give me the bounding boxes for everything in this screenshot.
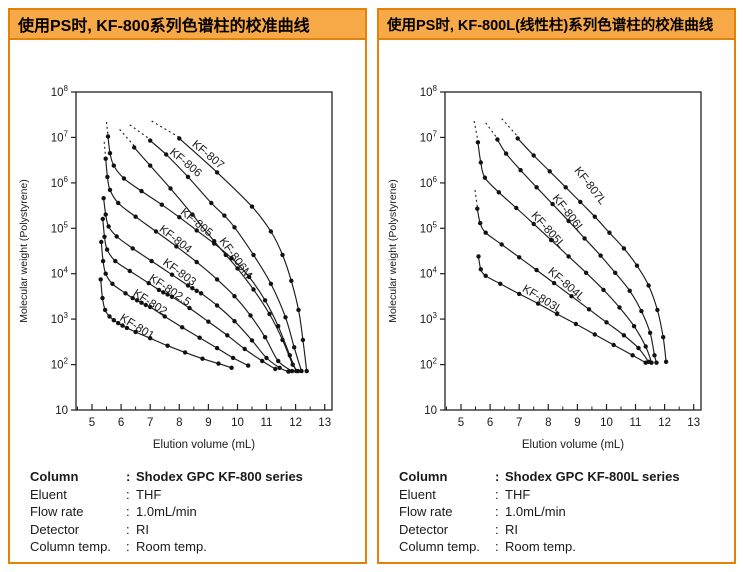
svg-text:KF-805L: KF-805L (529, 210, 568, 251)
svg-text:107: 107 (420, 129, 438, 144)
svg-text:12: 12 (289, 417, 302, 429)
spec-colon: : (495, 521, 499, 537)
spec-row-flow-rate: Flow rate:1.0mL/min (30, 503, 350, 521)
svg-text:11: 11 (261, 417, 273, 429)
svg-text:KF-804: KF-804 (157, 223, 195, 256)
spec-value: Room temp. (136, 539, 207, 554)
spec-table-kf800: Column: Shodex GPC KF-800 series Eluent: TH… (30, 468, 350, 556)
calibration-chart-kf800: 10 102 103 104 105 106 107 108 5 6 7 8 9 10 11 12 13 Elut… (18, 84, 333, 451)
panel-kf800: 使用PS时, KF-800系列色谱柱的校准曲线 10 102 103 104 105 10… (8, 8, 367, 564)
spec-value: THF (136, 486, 162, 502)
spec-label: Column temp. (30, 539, 111, 554)
spec-value: Shodex GPC KF-800 series (136, 469, 303, 484)
spec-label: Column (30, 469, 79, 484)
spec-row-column-temp-: Column temp.: Room temp. (399, 538, 719, 556)
spec-value: THF (505, 486, 531, 502)
svg-text:7: 7 (147, 417, 153, 429)
spec-label: Detector (399, 521, 449, 537)
svg-text:103: 103 (51, 311, 69, 326)
svg-text:102: 102 (420, 357, 438, 372)
svg-text:106: 106 (420, 175, 438, 190)
spec-colon: : (495, 539, 499, 554)
spec-value: 1.0mL/min (505, 504, 566, 519)
spec-row-flow-rate: Flow rate:1.0mL/min (399, 503, 719, 521)
spec-label: Flow rate (30, 504, 84, 519)
spec-row-eluent: Eluent: THF (399, 486, 719, 504)
panel-kf800l-header: 使用PS时, KF-800L(线性柱)系列色谱柱的校准曲线 (379, 10, 734, 40)
panel-kf800l-title: 使用PS时, KF-800L(线性柱)系列色谱柱的校准曲线 (387, 17, 714, 34)
spec-colon: : (495, 469, 500, 484)
svg-text:KF-805: KF-805 (178, 206, 215, 239)
svg-text:5: 5 (89, 417, 95, 429)
svg-text:KF-803L: KF-803L (520, 283, 565, 316)
svg-text:Molecular weight (Polystyrene): Molecular weight (Polystyrene) (18, 179, 30, 323)
svg-text:Elution volume (mL): Elution volume (mL) (522, 439, 624, 451)
svg-text:104: 104 (420, 266, 438, 281)
svg-text:6: 6 (118, 417, 124, 429)
svg-text:108: 108 (51, 84, 69, 99)
svg-text:8: 8 (545, 417, 551, 429)
svg-text:10: 10 (55, 405, 68, 417)
svg-text:10: 10 (231, 417, 244, 429)
spec-label: Column temp. (399, 539, 480, 554)
spec-colon: : (126, 504, 130, 519)
svg-text:10: 10 (424, 405, 437, 417)
panel-kf800-title: 使用PS时, KF-800系列色谱柱的校准曲线 (18, 18, 310, 35)
calibration-chart-kf800l-wrap: 10 102 103 104 105 106 107 108 5 6 7 8 9 10 11 12 13 Elut… (379, 52, 734, 460)
spec-row-eluent: Eluent: THF (30, 486, 350, 504)
svg-text:105: 105 (420, 220, 438, 235)
svg-text:8: 8 (176, 417, 182, 429)
svg-text:105: 105 (51, 220, 69, 235)
spec-label: Eluent (30, 486, 67, 502)
svg-text:13: 13 (687, 417, 700, 429)
panel-kf800l: 使用PS时, KF-800L(线性柱)系列色谱柱的校准曲线 10 102 103 10… (377, 8, 736, 564)
svg-text:106: 106 (51, 175, 69, 190)
spec-value: Room temp. (505, 539, 576, 554)
svg-text:108: 108 (420, 84, 438, 99)
spec-row-detector: Detector: RI (30, 521, 350, 539)
svg-text:KF-806M: KF-806M (217, 236, 255, 281)
spec-colon: : (495, 504, 499, 519)
spec-row-column: Column: Shodex GPC KF-800 series (30, 468, 350, 486)
spec-row-column: Column: Shodex GPC KF-800L series (399, 468, 719, 486)
svg-text:9: 9 (205, 417, 211, 429)
svg-text:13: 13 (318, 417, 331, 429)
spec-value: RI (136, 521, 149, 537)
svg-text:Elution volume (mL): Elution volume (mL) (153, 439, 255, 451)
calibration-chart-kf800-wrap: 10 102 103 104 105 106 107 108 5 6 7 8 9 10 11 12 13 Elut… (10, 52, 365, 460)
spec-colon: : (126, 539, 130, 554)
spec-label: Column (399, 469, 448, 484)
spec-row-detector: Detector: RI (399, 521, 719, 539)
spec-label: Eluent (399, 486, 436, 502)
svg-text:5: 5 (458, 417, 464, 429)
spec-row-column-temp-: Column temp.: Room temp. (30, 538, 350, 556)
svg-text:104: 104 (51, 266, 69, 281)
spec-colon: : (126, 469, 131, 484)
svg-text:12: 12 (658, 417, 671, 429)
spec-value: RI (505, 521, 518, 537)
svg-text:9: 9 (574, 417, 580, 429)
calibration-chart-kf800l: 10 102 103 104 105 106 107 108 5 6 7 8 9 10 11 12 13 Elut… (387, 84, 702, 451)
svg-text:KF-807L: KF-807L (572, 165, 609, 208)
svg-text:6: 6 (487, 417, 493, 429)
spec-colon: : (126, 486, 130, 502)
svg-text:102: 102 (51, 357, 69, 372)
svg-text:7: 7 (516, 417, 522, 429)
spec-value: Shodex GPC KF-800L series (505, 469, 680, 484)
svg-text:107: 107 (51, 129, 69, 144)
spec-colon: : (126, 521, 130, 537)
svg-text:Molecular weight (Polystyrene): Molecular weight (Polystyrene) (387, 179, 399, 323)
svg-text:103: 103 (420, 311, 438, 326)
svg-text:11: 11 (630, 417, 642, 429)
spec-label: Detector (30, 521, 80, 537)
spec-colon: : (495, 486, 499, 502)
svg-text:10: 10 (600, 417, 613, 429)
spec-label: Flow rate (399, 504, 453, 519)
spec-table-kf800l: Column: Shodex GPC KF-800L series Eluent: T… (399, 468, 719, 556)
panel-kf800-header: 使用PS时, KF-800系列色谱柱的校准曲线 (10, 10, 365, 40)
spec-value: 1.0mL/min (136, 504, 197, 519)
